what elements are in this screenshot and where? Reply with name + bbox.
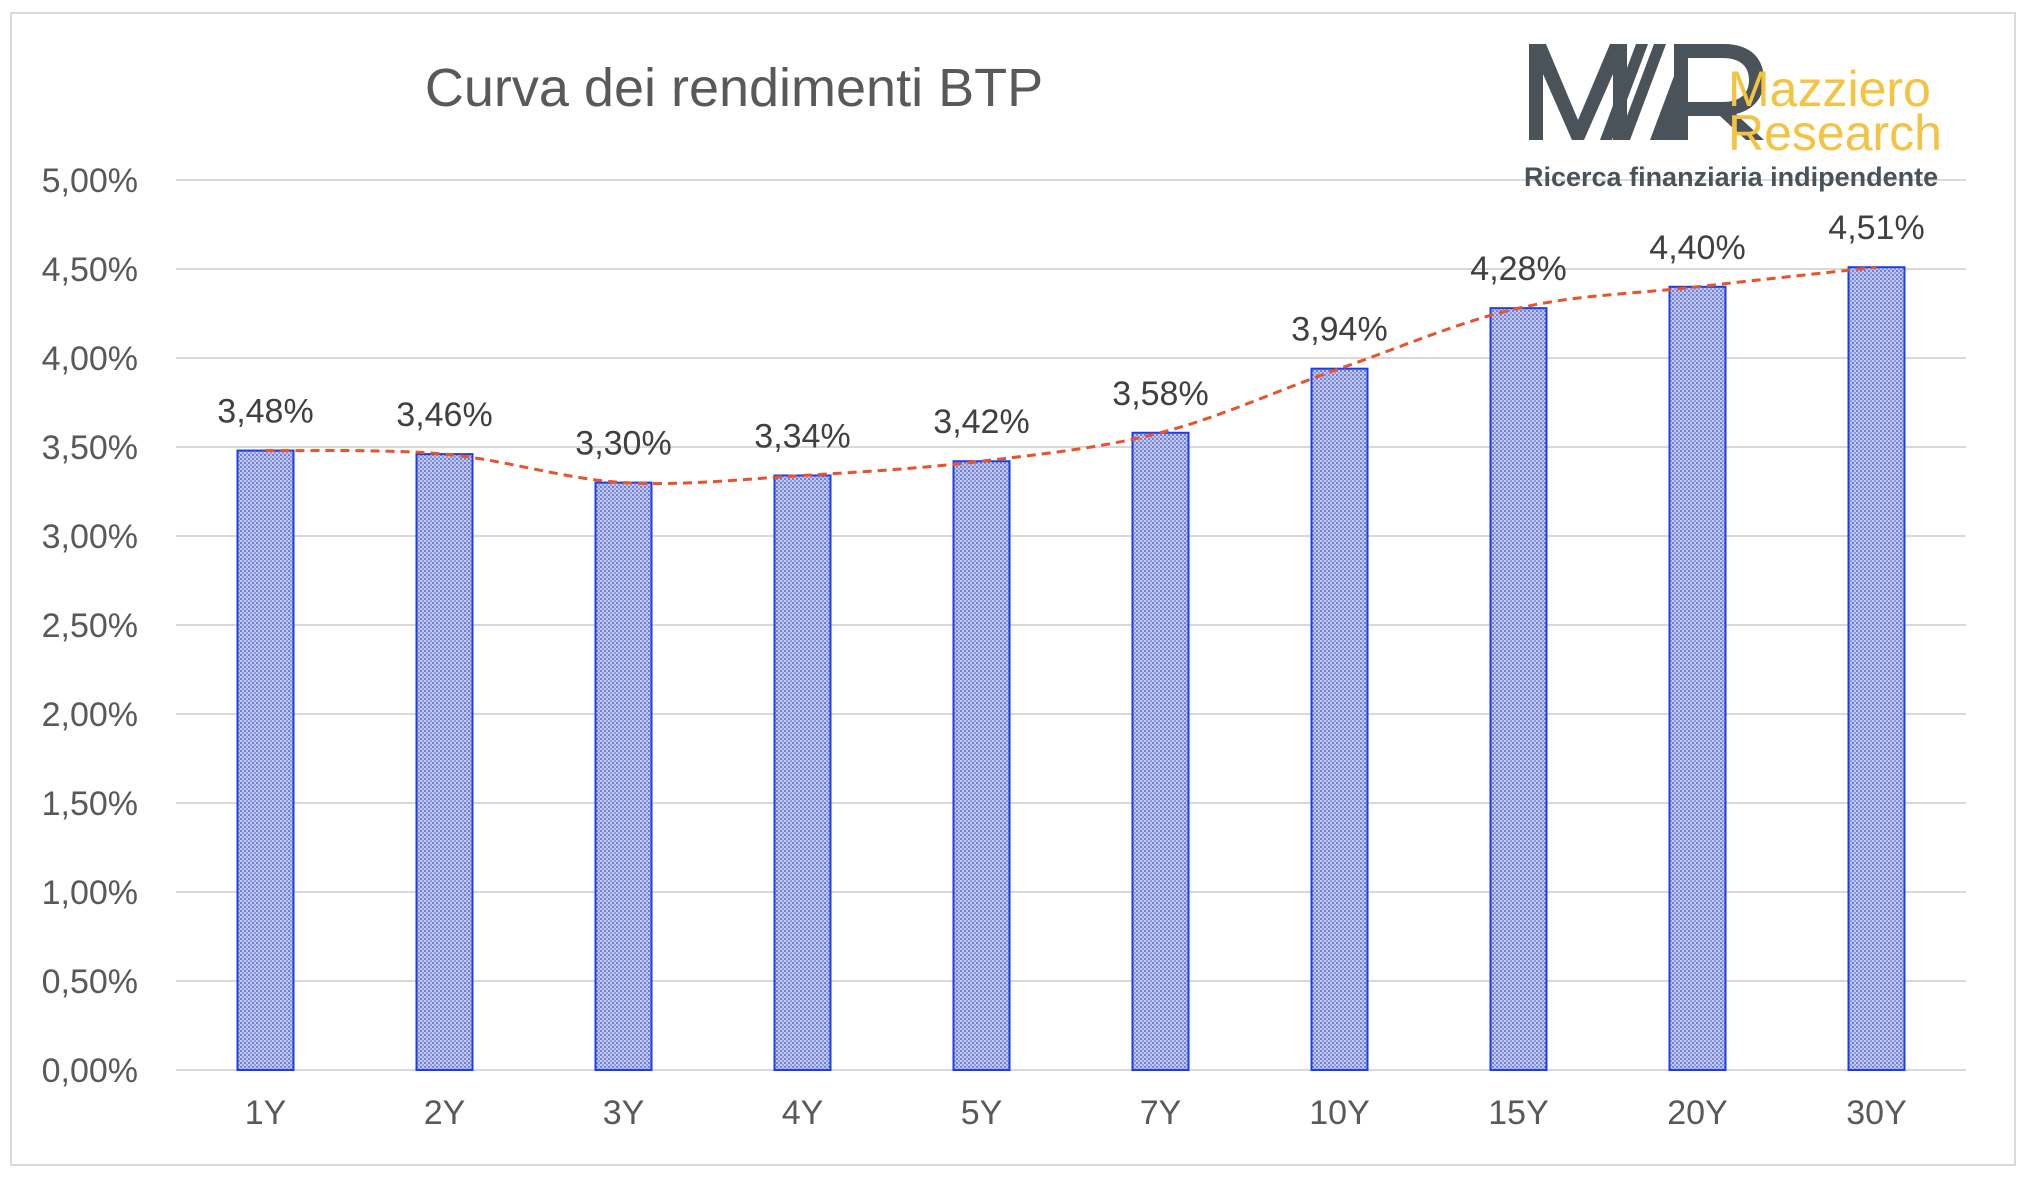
x-tick-label: 10Y (1309, 1094, 1370, 1132)
x-tick-label: 5Y (961, 1094, 1003, 1132)
logo-name-line2: Research (1728, 105, 1942, 161)
y-tick-label: 3,00% (42, 518, 138, 556)
data-label: 3,58% (1112, 375, 1208, 413)
mazziero-research-logo: Mazziero Research Ricerca finanziaria in… (1524, 44, 1942, 192)
chart-frame: Curva dei rendimenti BTP 0,00% 0,50% 1,00%… (10, 12, 2016, 1166)
y-axis-tick-labels: 0,00% 0,50% 1,00% 1,50% 2,00% 2,50% 3,00% 3,50%… (42, 162, 138, 1090)
trendline (265, 265, 1877, 486)
bar-4y (773, 474, 832, 1072)
data-label: 3,48% (217, 393, 313, 431)
x-tick-label: 20Y (1667, 1094, 1728, 1132)
bar-chart: Curva dei rendimenti BTP 0,00% 0,50% 1,00%… (42, 44, 1966, 1132)
data-label: 3,30% (575, 425, 671, 463)
y-tick-label: 0,50% (42, 963, 138, 1001)
x-tick-label: 7Y (1140, 1094, 1182, 1132)
y-tick-label: 5,00% (42, 162, 138, 200)
x-tick-label: 1Y (245, 1094, 287, 1132)
y-tick-label: 1,00% (42, 874, 138, 912)
trendline-path (265, 265, 1877, 486)
y-tick-label: 0,00% (42, 1052, 138, 1090)
x-tick-label: 30Y (1846, 1094, 1907, 1132)
data-label: 3,34% (754, 417, 850, 455)
data-label: 3,46% (396, 396, 492, 434)
y-tick-label: 2,00% (42, 696, 138, 734)
bar-2y (415, 453, 474, 1071)
bar-5y (952, 460, 1011, 1071)
bars (236, 266, 1906, 1072)
data-labels: 3,48% 3,46% 3,30% 3,34% 3,42% 3,58% 3,94% 4,28%… (217, 209, 1924, 462)
bar-1y (236, 449, 295, 1071)
mr-monogram-icon (1529, 44, 1764, 140)
x-tick-label: 15Y (1488, 1094, 1549, 1132)
data-label: 4,51% (1828, 209, 1924, 247)
bar-7y (1131, 431, 1190, 1071)
y-tick-label: 4,50% (42, 251, 138, 289)
x-tick-label: 4Y (782, 1094, 824, 1132)
bar-20y (1668, 285, 1727, 1071)
bar-30y (1847, 266, 1906, 1072)
y-tick-label: 3,50% (42, 429, 138, 467)
data-label: 4,28% (1470, 250, 1566, 288)
x-tick-label: 2Y (424, 1094, 466, 1132)
x-axis-tick-labels: 1Y 2Y 3Y 4Y 5Y 7Y 10Y 15Y 20Y 30Y (245, 1094, 1907, 1132)
chart-title: Curva dei rendimenti BTP (425, 58, 1043, 118)
gridlines (176, 179, 1966, 1071)
data-label: 3,42% (933, 403, 1029, 441)
data-label: 4,40% (1649, 229, 1745, 267)
y-tick-label: 2,50% (42, 607, 138, 645)
x-tick-label: 3Y (603, 1094, 645, 1132)
y-tick-label: 1,50% (42, 785, 138, 823)
y-tick-label: 4,00% (42, 340, 138, 378)
data-label: 3,94% (1291, 311, 1387, 349)
logo-name-line1: Mazziero (1728, 61, 1931, 117)
bar-3y (594, 481, 653, 1072)
logo-tagline: Ricerca finanziaria indipendente (1524, 162, 1938, 192)
bar-15y (1489, 307, 1548, 1072)
bar-10y (1310, 367, 1369, 1071)
